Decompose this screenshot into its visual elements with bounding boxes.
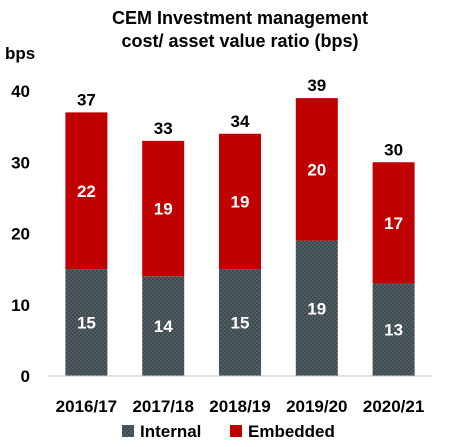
x-axis-ticks: 2016/17 2017/18 2018/19 2019/20 2020/21 xyxy=(56,397,425,416)
y-tick-label: 20 xyxy=(11,225,30,244)
data-label-internal: 15 xyxy=(231,314,250,333)
legend: Internal Embedded xyxy=(122,422,335,441)
y-tick-label: 0 xyxy=(21,367,30,386)
data-label-embedded: 19 xyxy=(231,192,250,211)
y-tick-label: 40 xyxy=(11,82,30,101)
x-tick-label: 2020/21 xyxy=(363,397,424,416)
legend-swatch-internal xyxy=(122,425,134,437)
total-label: 33 xyxy=(154,119,173,138)
y-axis-ticks: 0 10 20 30 40 xyxy=(11,82,30,386)
chart-title-line-2: cost/ asset value ratio (bps) xyxy=(121,31,358,51)
total-label: 39 xyxy=(307,76,326,95)
bar-segment-embedded xyxy=(372,162,415,284)
total-label: 30 xyxy=(384,140,403,159)
bars: 15 22 37 14 19 33 15 19 34 19 20 39 13 17 30 xyxy=(65,76,415,376)
data-label-internal: 14 xyxy=(154,317,173,336)
total-label: 37 xyxy=(77,90,96,109)
data-label-embedded: 20 xyxy=(307,160,326,179)
x-tick-label: 2017/18 xyxy=(132,397,193,416)
data-label-embedded: 19 xyxy=(154,200,173,219)
y-axis-label: bps xyxy=(5,44,35,63)
x-tick-label: 2016/17 xyxy=(56,397,117,416)
y-tick-label: 10 xyxy=(11,296,30,315)
data-label-embedded: 17 xyxy=(384,214,403,233)
bar-segment-internal xyxy=(372,283,415,376)
data-label-internal: 15 xyxy=(77,314,96,333)
bar-segment-embedded xyxy=(142,140,185,277)
data-label-internal: 19 xyxy=(307,299,326,318)
bar-segment-internal xyxy=(65,269,108,376)
data-label-embedded: 22 xyxy=(77,182,96,201)
bar-segment-internal xyxy=(219,269,261,376)
data-label-internal: 13 xyxy=(384,321,403,340)
legend-swatch-embedded xyxy=(230,425,242,437)
total-label: 34 xyxy=(231,112,250,131)
bar-segment-embedded xyxy=(219,133,261,270)
x-tick-label: 2018/19 xyxy=(209,397,270,416)
legend-label-embedded: Embedded xyxy=(248,422,335,441)
bar-segment-internal xyxy=(142,276,185,376)
x-tick-label: 2019/20 xyxy=(286,397,347,416)
y-tick-label: 30 xyxy=(11,153,30,172)
bar-segment-embedded xyxy=(65,112,108,270)
bar-segment-embedded xyxy=(295,98,338,241)
legend-label-internal: Internal xyxy=(140,422,201,441)
bar-segment-internal xyxy=(295,240,338,376)
chart-title-line-1: CEM Investment management xyxy=(112,8,368,28)
